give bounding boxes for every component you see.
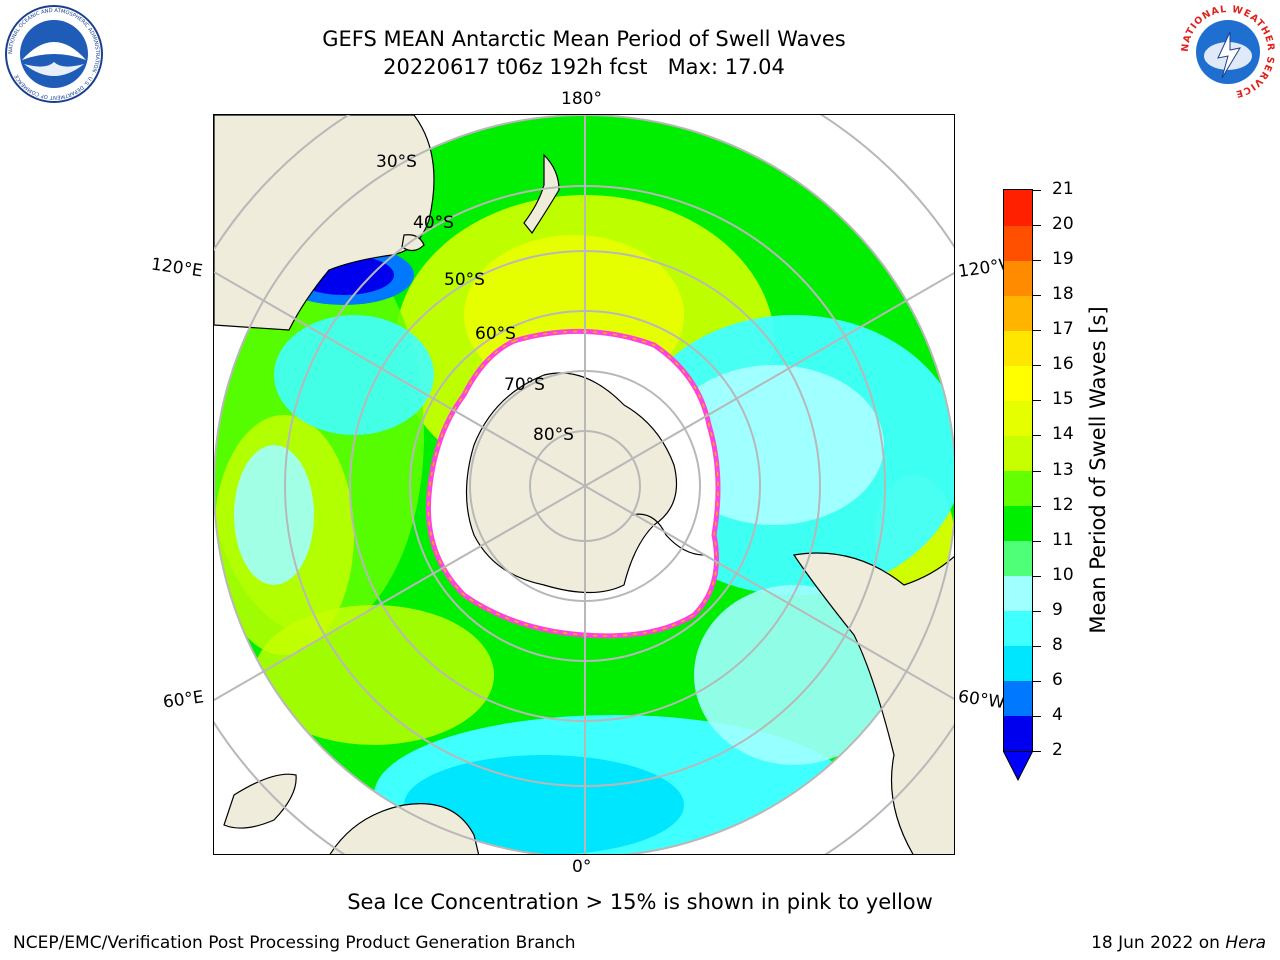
polar-map (214, 115, 954, 854)
colorbar-title: Mean Period of Swell Waves [s] (1086, 306, 1110, 634)
footer-host: Hera (1225, 933, 1266, 953)
map-panel (213, 114, 955, 855)
colorbar-tick (1033, 505, 1041, 507)
colorbar-segment (1004, 610, 1032, 647)
chart-subtitle: 20220617 t06z 192h fcst Max: 17.04 (383, 55, 785, 79)
colorbar-segment (1004, 435, 1032, 471)
colorbar-segment (1004, 540, 1032, 577)
colorbar-segment (1004, 645, 1032, 682)
colorbar-under-triangle (1003, 751, 1033, 781)
noaa-logo: NOAA NATIONAL OCEANIC AND ATMOSPHERIC AD… (5, 5, 103, 103)
lat-label-70s: 70°S (504, 375, 545, 395)
colorbar-tick-label: 10 (1052, 564, 1074, 585)
colorbar (1003, 189, 1033, 752)
colorbar-tick (1033, 190, 1041, 191)
colorbar-tick (1033, 435, 1041, 437)
colorbar-tick (1033, 645, 1041, 647)
colorbar-tick (1033, 540, 1041, 542)
colorbar-tick-label: 18 (1052, 284, 1074, 305)
chart-title: GEFS MEAN Antarctic Mean Period of Swell… (322, 27, 846, 51)
footer-date-text: 18 Jun 2022 on (1091, 933, 1220, 953)
colorbar-segment (1004, 680, 1032, 717)
colorbar-tick (1033, 295, 1041, 297)
colorbar-tick-label: 15 (1052, 389, 1074, 410)
lat-label-30s: 30°S (376, 152, 417, 172)
lat-label-50s: 50°S (444, 270, 485, 290)
colorbar-tick-label: 13 (1052, 459, 1074, 480)
colorbar-segment (1004, 260, 1032, 296)
colorbar-tick-label: 8 (1052, 634, 1063, 655)
colorbar-tick-label: 16 (1052, 354, 1074, 375)
lat-label-60s: 60°S (475, 324, 516, 344)
colorbar-tick-label: 19 (1052, 249, 1074, 270)
colorbar-segment (1004, 330, 1032, 366)
lon-label-lower-right: 60°W (956, 686, 1007, 714)
colorbar-tick (1033, 225, 1041, 227)
lat-label-80s: 80°S (533, 425, 574, 445)
colorbar-segment (1004, 470, 1032, 507)
lon-label-upper-left: 120°E (149, 254, 204, 282)
lon-label-lower-left: 60°E (161, 687, 206, 713)
lat-label-40s: 40°S (413, 213, 454, 233)
colorbar-segment (1004, 715, 1032, 752)
colorbar-tick (1033, 330, 1041, 332)
footer-date: 18 Jun 2022 on Hera (1091, 933, 1266, 953)
colorbar-tick (1033, 470, 1041, 472)
colorbar-tick-label: 9 (1052, 599, 1063, 620)
colorbar-segment (1004, 575, 1032, 612)
nws-logo: NATIONAL WEATHER SERVICE (1180, 4, 1276, 100)
sea-ice-note: Sea Ice Concentration > 15% is shown in … (347, 890, 933, 914)
colorbar-tick (1033, 365, 1041, 367)
colorbar-segment (1004, 225, 1032, 261)
colorbar-segment (1004, 295, 1032, 331)
colorbar-tick (1033, 751, 1041, 752)
colorbar-tick-label: 21 (1052, 179, 1074, 199)
colorbar-tick (1033, 260, 1041, 262)
colorbar-tick-label: 2 (1052, 740, 1063, 760)
colorbar-tick (1033, 610, 1041, 612)
footer-org: NCEP/EMC/Verification Post Processing Pr… (13, 933, 576, 953)
colorbar-tick (1033, 715, 1041, 717)
colorbar-tick (1033, 575, 1041, 577)
colorbar-tick-label: 4 (1052, 704, 1063, 725)
noaa-logo-text: NOAA (32, 30, 77, 46)
colorbar-segment (1004, 505, 1032, 542)
colorbar-tick-label: 6 (1052, 669, 1063, 690)
colorbar-segment (1004, 400, 1032, 436)
colorbar-tick-label: 14 (1052, 424, 1074, 445)
colorbar-tick (1033, 400, 1041, 402)
colorbar-tick-label: 20 (1052, 214, 1074, 235)
lon-label-bottom: 0° (572, 857, 592, 877)
colorbar-tick (1033, 680, 1041, 682)
colorbar-segment (1004, 190, 1032, 226)
lon-label-top: 180° (561, 89, 602, 109)
graticule (214, 115, 954, 854)
colorbar-segment (1004, 365, 1032, 401)
colorbar-tick-label: 11 (1052, 529, 1074, 550)
colorbar-tick-label: 12 (1052, 494, 1074, 515)
colorbar-tick-label: 17 (1052, 319, 1074, 340)
